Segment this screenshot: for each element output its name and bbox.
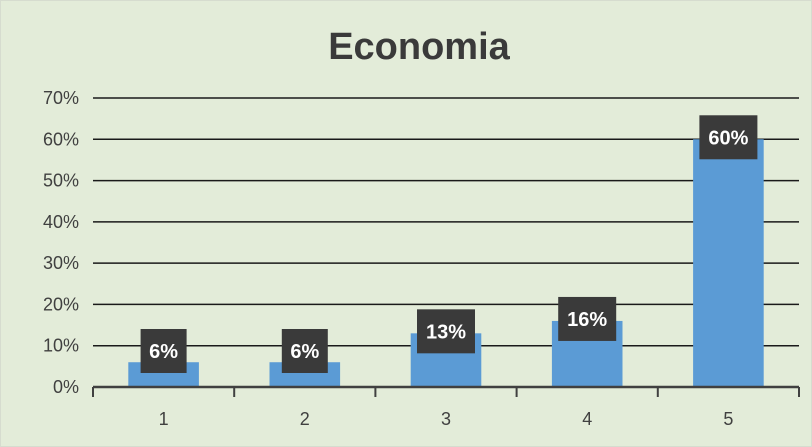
data-label: 16% (567, 309, 607, 331)
x-tick-label: 1 (159, 409, 169, 429)
chart-title: Economia (328, 26, 510, 68)
data-label-box (417, 309, 475, 354)
y-tick-label: 50% (43, 171, 79, 191)
bar (693, 139, 764, 387)
gridlines (93, 97, 799, 347)
data-label: 6% (149, 341, 178, 363)
data-label: 60% (708, 127, 748, 149)
data-label-box (140, 329, 187, 373)
x-tick-label: 2 (300, 409, 310, 429)
y-tick-label: 20% (43, 294, 79, 314)
y-tick-label: 40% (43, 212, 79, 232)
y-axis-ticks: 0% 10% 20% 30% 40% 50% 60% 70% (43, 88, 79, 397)
data-labels: 6% 6% 13% 16% 60% (140, 115, 758, 373)
data-label: 6% (290, 341, 319, 363)
data-label-box (281, 329, 328, 373)
x-tick-label: 4 (582, 409, 592, 429)
y-tick-label: 70% (43, 88, 79, 108)
y-tick-label: 30% (43, 253, 79, 273)
data-label: 13% (426, 321, 466, 343)
data-label-box (699, 115, 758, 160)
x-axis: 1 2 3 4 5 (92, 385, 800, 429)
data-label-box (558, 296, 617, 341)
x-tick-label: 3 (441, 409, 451, 429)
x-tick-label: 5 (723, 409, 733, 429)
y-tick-label: 0% (53, 377, 79, 397)
y-tick-label: 60% (43, 129, 79, 149)
y-tick-label: 10% (43, 336, 79, 356)
